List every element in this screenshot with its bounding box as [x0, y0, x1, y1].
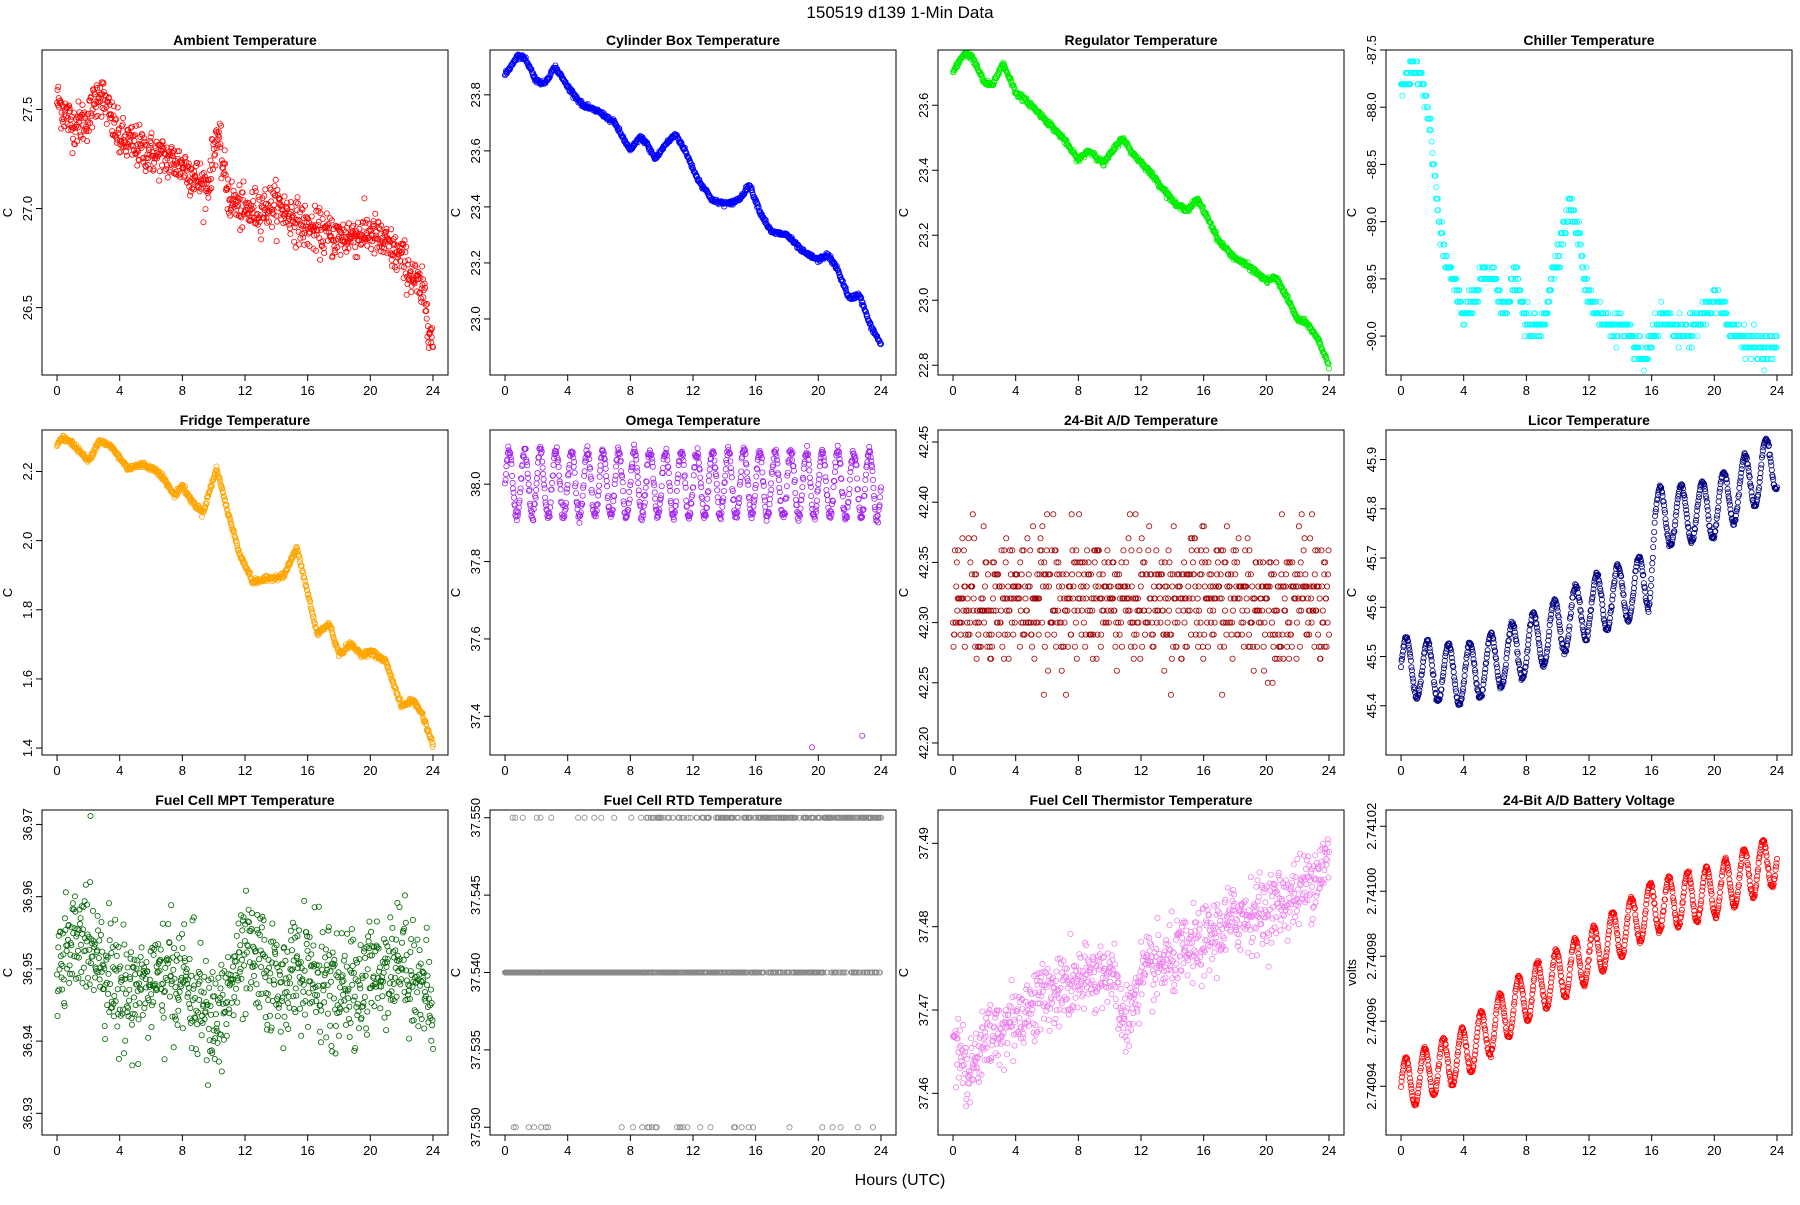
- x-tick-label: 4: [116, 383, 123, 398]
- x-tick-label: 4: [564, 383, 571, 398]
- x-tick-label: 4: [1460, 383, 1467, 398]
- y-axis-label: C: [896, 208, 911, 217]
- y-tick-label: 1.6: [20, 670, 35, 688]
- panel-title: Fridge Temperature: [180, 412, 311, 428]
- y-tick-label: 1.4: [20, 739, 35, 757]
- x-tick-label: 4: [116, 763, 123, 778]
- x-tick-label: 0: [949, 383, 956, 398]
- x-tick-label: 12: [1134, 383, 1148, 398]
- y-tick-label: -90.0: [1364, 321, 1379, 351]
- y-tick-label: 27.5: [20, 97, 35, 122]
- y-tick-label: 23.2: [916, 223, 931, 248]
- y-tick-label: 26.5: [20, 295, 35, 320]
- y-tick-label: -87.5: [1364, 35, 1379, 65]
- x-tick-label: 20: [363, 763, 377, 778]
- y-tick-label: 2.2: [20, 462, 35, 480]
- x-tick-label: 0: [53, 763, 60, 778]
- x-tick-label: 24: [1770, 383, 1784, 398]
- panel-title: Cylinder Box Temperature: [606, 32, 780, 48]
- x-tick-label: 8: [627, 383, 634, 398]
- figure-title: 150519 d139 1-Min Data: [806, 3, 994, 22]
- x-tick-label: 20: [811, 383, 825, 398]
- y-axis-label: C: [0, 208, 15, 217]
- y-tick-label: 23.6: [468, 138, 483, 163]
- y-tick-label: 2.0: [20, 532, 35, 550]
- y-tick-label: 23.0: [916, 288, 931, 313]
- panel-title: Omega Temperature: [625, 412, 760, 428]
- x-tick-label: 12: [238, 763, 252, 778]
- x-tick-label: 0: [53, 383, 60, 398]
- x-tick-label: 8: [1075, 383, 1082, 398]
- x-tick-label: 8: [1523, 383, 1530, 398]
- x-tick-label: 20: [363, 383, 377, 398]
- y-tick-label: 23.6: [916, 93, 931, 118]
- y-tick-label: 23.2: [468, 250, 483, 275]
- x-tick-label: 4: [1012, 383, 1019, 398]
- y-tick-label: -88.0: [1364, 92, 1379, 122]
- x-tick-label: 20: [1707, 383, 1721, 398]
- y-tick-label: -89.5: [1364, 264, 1379, 294]
- y-tick-label: -89.0: [1364, 207, 1379, 237]
- y-tick-label: 22.8: [916, 353, 931, 378]
- panel-title: Regulator Temperature: [1065, 32, 1218, 48]
- x-tick-label: 24: [426, 383, 440, 398]
- y-tick-label: 27.0: [20, 196, 35, 221]
- y-tick-label: 23.8: [468, 82, 483, 107]
- x-tick-label: 12: [1582, 383, 1596, 398]
- x-tick-label: 24: [1322, 383, 1336, 398]
- x-tick-label: 16: [748, 383, 762, 398]
- y-tick-label: -88.5: [1364, 150, 1379, 180]
- x-tick-label: 16: [300, 383, 314, 398]
- x-tick-label: 8: [179, 383, 186, 398]
- y-tick-label: 1.8: [20, 601, 35, 619]
- x-tick-label: 16: [1644, 383, 1658, 398]
- panel-title: Ambient Temperature: [173, 32, 317, 48]
- y-tick-label: 23.4: [468, 194, 483, 219]
- x-tick-label: 16: [300, 763, 314, 778]
- y-axis-label: C: [448, 208, 463, 217]
- y-axis-label: C: [1344, 208, 1359, 217]
- x-tick-label: 0: [501, 383, 508, 398]
- x-tick-label: 24: [426, 763, 440, 778]
- x-tick-label: 8: [179, 763, 186, 778]
- x-tick-label: 0: [1397, 383, 1404, 398]
- x-tick-label: 12: [238, 383, 252, 398]
- x-tick-label: 12: [686, 383, 700, 398]
- panel-title: Chiller Temperature: [1523, 32, 1654, 48]
- y-tick-label: 23.0: [468, 306, 483, 331]
- x-axis-label: Hours (UTC): [855, 1172, 946, 1189]
- x-tick-label: 16: [1196, 383, 1210, 398]
- y-axis-label: C: [0, 588, 15, 597]
- x-tick-label: 20: [1259, 383, 1273, 398]
- x-tick-label: 24: [874, 383, 888, 398]
- y-tick-label: 23.4: [916, 158, 931, 183]
